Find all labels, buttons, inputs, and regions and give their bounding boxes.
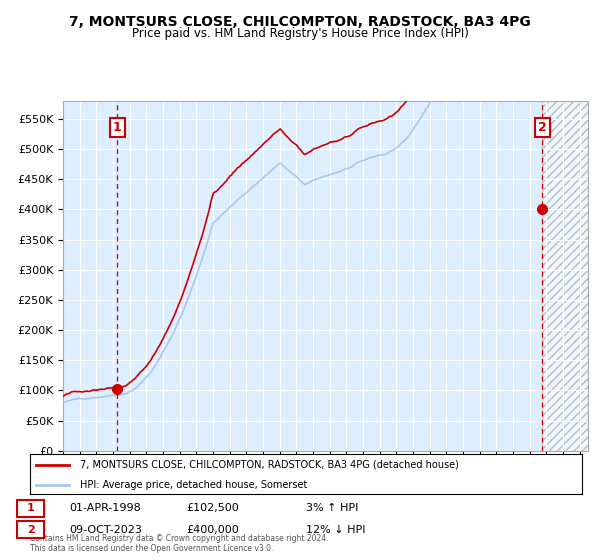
- Text: 2: 2: [538, 121, 547, 134]
- Text: 01-APR-1998: 01-APR-1998: [69, 503, 141, 514]
- Text: 2: 2: [27, 525, 34, 535]
- Text: 7, MONTSURS CLOSE, CHILCOMPTON, RADSTOCK, BA3 4PG (detached house): 7, MONTSURS CLOSE, CHILCOMPTON, RADSTOCK…: [80, 460, 458, 470]
- Text: Contains HM Land Registry data © Crown copyright and database right 2024.
This d: Contains HM Land Registry data © Crown c…: [30, 534, 329, 553]
- Text: HPI: Average price, detached house, Somerset: HPI: Average price, detached house, Some…: [80, 480, 307, 490]
- Text: £400,000: £400,000: [186, 525, 239, 535]
- Text: 3% ↑ HPI: 3% ↑ HPI: [306, 503, 358, 514]
- Text: 7, MONTSURS CLOSE, CHILCOMPTON, RADSTOCK, BA3 4PG: 7, MONTSURS CLOSE, CHILCOMPTON, RADSTOCK…: [69, 15, 531, 29]
- Text: 09-OCT-2023: 09-OCT-2023: [69, 525, 142, 535]
- Text: 1: 1: [113, 121, 122, 134]
- Text: £102,500: £102,500: [186, 503, 239, 514]
- Text: 1: 1: [27, 503, 34, 514]
- Bar: [542, 101, 588, 451]
- Bar: [542, 101, 588, 451]
- Text: Price paid vs. HM Land Registry's House Price Index (HPI): Price paid vs. HM Land Registry's House …: [131, 27, 469, 40]
- Text: 12% ↓ HPI: 12% ↓ HPI: [306, 525, 365, 535]
